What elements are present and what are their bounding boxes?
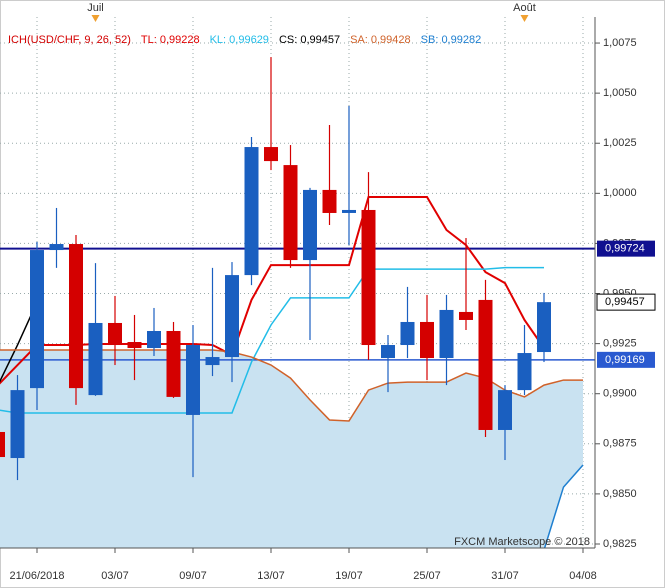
candle-body	[537, 302, 551, 353]
candle-body	[147, 330, 161, 349]
last-price-tag	[596, 293, 656, 311]
candle-body	[69, 244, 83, 389]
legend-entry: TL: 0,99228	[141, 34, 200, 46]
level-tag-label: 0,99169	[605, 354, 645, 366]
candle-body	[381, 345, 395, 359]
x-tick-label: 19/07	[335, 570, 363, 582]
x-tick-label: 31/07	[491, 570, 519, 582]
indicator-title: ICH(USD/CHF, 9, 26, 52)	[8, 34, 131, 46]
candle-body	[10, 390, 25, 459]
candle-body	[186, 345, 200, 415]
y-tick-label: 1,0050	[603, 87, 637, 99]
candle-body	[88, 322, 103, 396]
y-tick-label: 0,9925	[603, 338, 637, 350]
candle-body	[322, 189, 337, 213]
candle-body	[361, 209, 376, 346]
y-tick-label: 1,0000	[603, 187, 637, 199]
candle-body	[498, 390, 512, 430]
candle-body	[303, 189, 317, 261]
y-tick-label: 1,0025	[603, 137, 637, 149]
candle-body	[49, 244, 64, 251]
last-price-label: 0,99457	[605, 296, 645, 308]
y-tick-label: 0,9850	[603, 488, 637, 500]
x-tick-label: 13/07	[257, 570, 285, 582]
month-marker	[520, 15, 529, 22]
candle-body	[342, 209, 356, 213]
month-label: Août	[513, 2, 536, 14]
month-label: Juil	[87, 2, 104, 14]
candle-body	[244, 147, 259, 276]
legend-entry: SB: 0,99282	[421, 34, 482, 46]
axes: 1,00751,00501,00251,00000,99750,99500,99…	[0, 2, 656, 582]
candle-body	[0, 431, 5, 458]
candle-body	[400, 321, 415, 346]
ichimoku-cloud	[0, 350, 583, 548]
candle-body	[439, 309, 454, 359]
candle-body	[225, 275, 239, 358]
indicator-line	[543, 464, 584, 548]
candle-body	[205, 357, 220, 366]
y-tick-label: 0,9900	[603, 388, 637, 400]
candle-body	[517, 353, 532, 391]
x-tick-label: 25/07	[413, 570, 441, 582]
candle-body	[108, 322, 122, 346]
month-marker	[91, 15, 100, 22]
level-tag	[597, 351, 655, 368]
legend-entry: CS: 0,99457	[279, 34, 340, 46]
candle-body	[30, 250, 44, 389]
candle-body	[478, 299, 493, 430]
candle-body	[283, 165, 298, 261]
level-tag-label: 0,99724	[605, 243, 645, 255]
y-tick-label: 0,9825	[603, 538, 637, 550]
y-tick-label: 0,9875	[603, 438, 637, 450]
candle-body	[264, 147, 278, 162]
candle-body	[166, 330, 181, 397]
x-tick-label: 09/07	[179, 570, 207, 582]
plot-area	[0, 17, 595, 548]
level-tag	[597, 240, 655, 257]
x-tick-label: 21/06/2018	[9, 570, 64, 582]
x-tick-label: 04/08	[569, 570, 597, 582]
y-tick-label: 1,0075	[603, 37, 637, 49]
candle-body	[459, 311, 473, 320]
indicator-line	[0, 266, 544, 414]
watermark: FXCM Marketscope © 2018	[454, 536, 590, 548]
x-tick-label: 03/07	[101, 570, 129, 582]
candle-body	[420, 321, 434, 359]
legend-entry: KL: 0,99629	[210, 34, 269, 46]
candle-body	[127, 342, 142, 349]
legend-entry: SA: 0,99428	[350, 34, 411, 46]
